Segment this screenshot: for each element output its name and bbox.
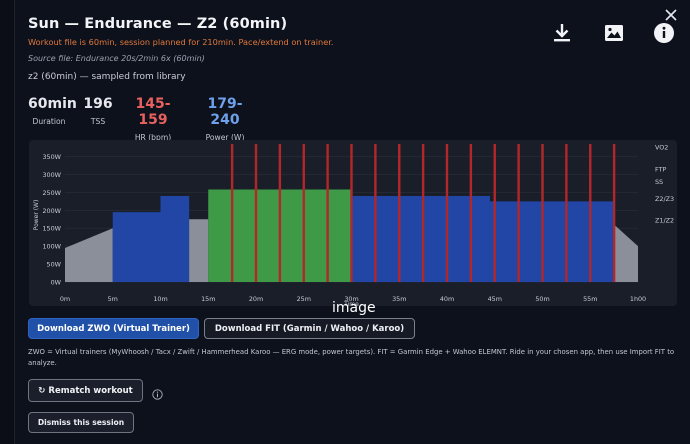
- interval-spike: [350, 144, 353, 282]
- source-file: Source file: Endurance 20s/2min 6x (60mi…: [28, 54, 205, 63]
- sampled-label: z2 (60min) — sampled from library: [28, 72, 186, 82]
- download-fit-button[interactable]: Download FIT (Garmin / Wahoo / Karoo): [204, 318, 415, 339]
- workout-modal: Sun — Endurance — Z2 (60min) Workout fil…: [14, 0, 690, 444]
- x-tick-label: 55m: [583, 295, 597, 303]
- stat-duration: 60min Duration: [28, 96, 77, 126]
- stat-tss: 196 TSS: [83, 96, 113, 126]
- x-axis-label: Time: [343, 301, 359, 306]
- interval-spike: [278, 144, 282, 282]
- zone-label: SS: [655, 178, 663, 186]
- dismiss-button[interactable]: Dismiss this session: [28, 412, 134, 433]
- stat-value: 196: [83, 96, 113, 112]
- format-note: ZWO = Virtual trainers (MyWhoosh / Tacx …: [28, 348, 675, 367]
- power-segment: [65, 228, 113, 282]
- x-tick-label: 0m: [60, 295, 70, 303]
- zone-label: Z1/Z2: [655, 216, 674, 224]
- interval-spike: [612, 144, 616, 282]
- x-tick-label: 1h00: [630, 295, 646, 303]
- close-icon[interactable]: [663, 7, 679, 23]
- power-segment: [614, 224, 638, 282]
- info-icon[interactable]: [651, 20, 677, 46]
- stat-value: 60min: [28, 96, 77, 112]
- interval-spike: [421, 144, 425, 282]
- interval-spike: [254, 144, 258, 282]
- duration-warning: Workout file is 60min, session planned f…: [28, 37, 334, 47]
- x-tick-label: 10m: [153, 295, 167, 303]
- zone-label: VO2: [655, 143, 668, 151]
- stat-hr: 145-159 HR (bpm): [122, 96, 184, 142]
- stat-value: 145-159: [135, 96, 171, 128]
- interval-spike: [230, 144, 234, 282]
- stat-label: TSS: [90, 117, 106, 126]
- stat-value: 179-240: [207, 96, 243, 128]
- interval-spike: [374, 144, 377, 282]
- x-tick-label: 15m: [201, 295, 215, 303]
- modal-title: Sun — Endurance — Z2 (60min): [28, 16, 288, 32]
- interval-spike: [541, 144, 544, 282]
- zone-label: FTP: [655, 166, 666, 174]
- interval-spike: [326, 144, 329, 282]
- power-chart-svg: 0W 50W 100W 150W 200W 250W 300W 350W 0m 5m 10m 15m 2…: [33, 143, 674, 308]
- interval-spike: [469, 144, 473, 282]
- rematch-label: Rematch workout: [48, 385, 133, 396]
- x-tick-label: 40m: [440, 295, 454, 303]
- interval-spike: [445, 144, 449, 282]
- stat-label: Power (W): [205, 133, 245, 142]
- x-tick-label: 35m: [392, 295, 406, 303]
- x-tick-label: 25m: [297, 295, 311, 303]
- y-tick-label: 150W: [42, 225, 61, 233]
- y-tick-label: 200W: [42, 207, 61, 215]
- interval-spike: [302, 144, 305, 282]
- power-segment: [489, 201, 615, 282]
- image-icon[interactable]: [601, 20, 627, 46]
- y-tick-label: 50W: [47, 261, 62, 269]
- interval-spike: [517, 144, 520, 282]
- x-tick-label: 5m: [108, 295, 118, 303]
- x-tick-label: 45m: [488, 295, 502, 303]
- rematch-button[interactable]: ↻ Rematch workout: [28, 379, 143, 402]
- download-zwo-button[interactable]: Download ZWO (Virtual Trainer): [28, 318, 199, 339]
- power-chart: 0W 50W 100W 150W 200W 250W 300W 350W 0m 5m 10m 15m 2…: [29, 140, 677, 308]
- y-axis-label: Power (W): [33, 200, 40, 231]
- stat-power: 179-240 Power (W): [194, 96, 256, 142]
- rematch-info-icon[interactable]: [152, 385, 163, 400]
- stat-label: HR (bpm): [134, 133, 172, 142]
- x-tick-label: 30m: [344, 295, 358, 303]
- stat-label: Duration: [32, 117, 66, 126]
- image-alt-text: image: [332, 300, 376, 316]
- power-segment: [160, 195, 190, 282]
- interval-spike: [398, 144, 401, 282]
- interval-spike: [565, 144, 568, 282]
- x-tick-label: 20m: [249, 295, 263, 303]
- refresh-icon: ↻: [38, 385, 46, 396]
- power-segment: [112, 212, 161, 282]
- y-tick-label: 0W: [51, 279, 62, 287]
- y-tick-label: 100W: [42, 243, 61, 251]
- y-tick-label: 350W: [42, 153, 61, 161]
- interval-spike: [589, 144, 592, 282]
- download-icon[interactable]: [549, 20, 575, 46]
- y-tick-label: 300W: [42, 171, 61, 179]
- zone-label: Z2/Z3: [655, 195, 674, 203]
- power-segment: [189, 219, 209, 282]
- interval-spike: [493, 144, 496, 282]
- y-tick-label: 250W: [42, 189, 61, 197]
- power-segment: [351, 195, 490, 282]
- x-tick-label: 50m: [535, 295, 549, 303]
